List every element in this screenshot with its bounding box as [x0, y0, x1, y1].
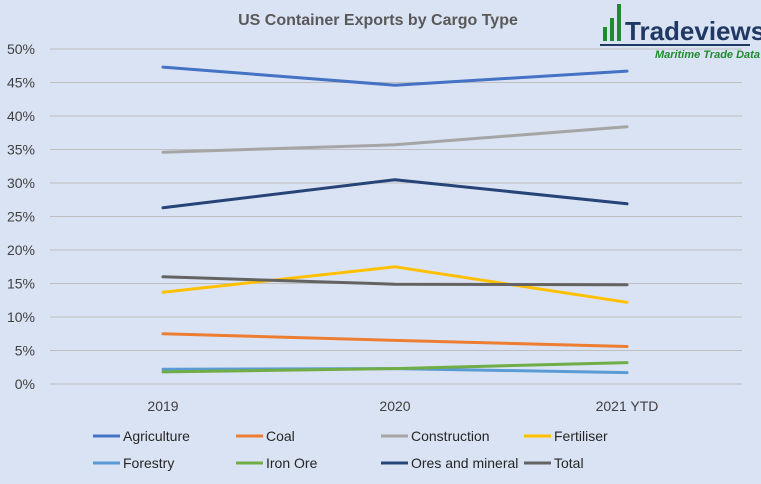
- x-axis-ticks: 2019 2020 2021 YTD: [147, 398, 658, 414]
- logo-wordmark: Tradeviews: [625, 16, 761, 46]
- y-tick-label: 30%: [7, 175, 35, 191]
- y-tick-label: 5%: [15, 343, 35, 359]
- logo-bar-3: [617, 4, 621, 41]
- y-tick-label: 50%: [7, 41, 35, 57]
- series-line-agriculture: [161, 65, 629, 87]
- legend-label: Construction: [411, 428, 490, 444]
- y-tick-label: 45%: [7, 75, 35, 91]
- chart-title: US Container Exports by Cargo Type: [238, 12, 518, 29]
- y-tick-label: 10%: [7, 309, 35, 325]
- logo-bar-1: [603, 27, 607, 41]
- legend-label: Agriculture: [123, 428, 190, 444]
- logo-bar-2: [610, 18, 614, 41]
- series-line-iron-ore: [161, 361, 629, 374]
- x-tick-label: 2019: [147, 398, 178, 414]
- x-tick-label: 2020: [379, 398, 410, 414]
- tradeviews-logo: Tradeviews Maritime Trade Data: [600, 4, 761, 61]
- y-tick-label: 40%: [7, 108, 35, 124]
- x-tick-label: 2021 YTD: [596, 398, 659, 414]
- y-tick-label: 15%: [7, 276, 35, 292]
- logo-tagline: Maritime Trade Data: [655, 49, 760, 61]
- y-tick-label: 20%: [7, 242, 35, 258]
- y-tick-label: 35%: [7, 142, 35, 158]
- y-tick-label: 0%: [15, 376, 35, 392]
- series-line-coal: [161, 332, 629, 348]
- y-axis-ticks: 0% 5% 10% 15% 20% 25% 30% 35% 40% 45% 50%: [7, 41, 35, 392]
- series-line-total: [161, 275, 629, 287]
- series-line-ores-and-mineral: [161, 178, 629, 210]
- legend-label: Ores and mineral: [411, 455, 518, 471]
- legend-label: Forestry: [123, 455, 174, 471]
- series-line-fertiliser: [161, 265, 629, 304]
- legend-label: Fertiliser: [554, 428, 608, 444]
- legend-label: Iron Ore: [266, 455, 318, 471]
- legend-label: Coal: [266, 428, 295, 444]
- y-tick-label: 25%: [7, 209, 35, 225]
- series-lines: [161, 65, 629, 375]
- series-line-construction: [161, 125, 629, 154]
- legend-label: Total: [554, 455, 584, 471]
- legend: Agriculture Coal Construction Fertiliser For…: [93, 428, 608, 471]
